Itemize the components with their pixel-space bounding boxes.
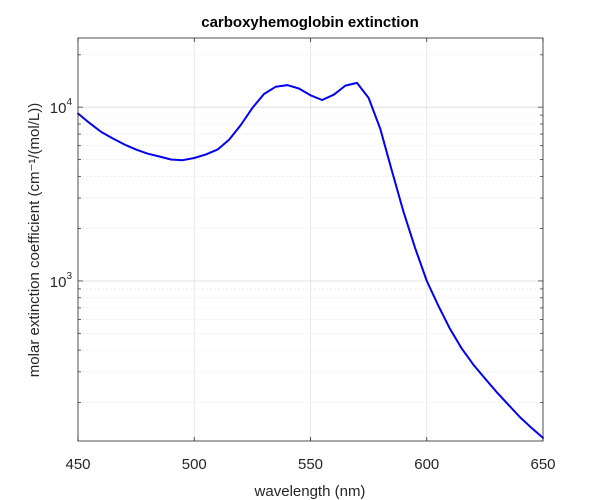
- y-tick-label: 103: [50, 271, 73, 291]
- x-tick-label: 650: [530, 456, 555, 473]
- y-tick-label: 104: [50, 97, 73, 117]
- y-axis-label: molar extinction coefficient (cm⁻¹/(mol/…: [26, 103, 43, 377]
- ticks: 450 500 550 600 650 103 104: [50, 38, 556, 473]
- series-line: [77, 81, 544, 439]
- x-tick-label: 550: [298, 456, 323, 473]
- x-tick-label: 500: [182, 456, 207, 473]
- chart-title: carboxyhemoglobin extinction: [201, 14, 419, 31]
- series-layer: [77, 81, 544, 439]
- x-tick-label: 450: [65, 456, 90, 473]
- x-tick-label: 600: [414, 456, 439, 473]
- x-axis-label: wavelength (nm): [254, 483, 366, 500]
